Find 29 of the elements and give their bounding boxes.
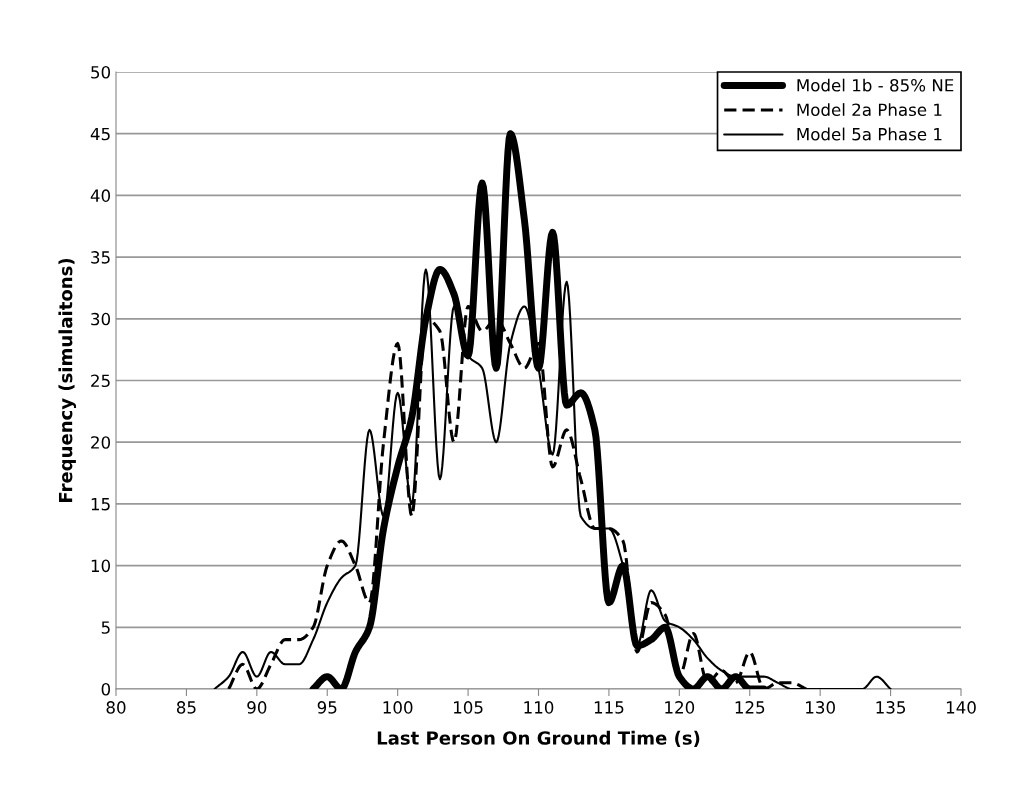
y-axis-title: Frequency (simulaitons) <box>58 258 77 502</box>
y-tick-label: 25 <box>91 374 110 388</box>
x-tick-label: 120 <box>665 701 695 714</box>
legend-label: Model 5a Phase 1 <box>797 127 942 141</box>
x-tick-label: 100 <box>383 701 413 714</box>
legend-label: Model 1b - 85% NE <box>797 78 954 92</box>
x-axis-title: Last Person On Ground Time (s) <box>377 730 700 747</box>
x-tick-label: 105 <box>454 701 483 714</box>
y-tick-label: 50 <box>91 65 111 79</box>
y-tick-label: 40 <box>90 189 111 202</box>
x-tick-label: 95 <box>317 701 337 714</box>
y-tick-label: 35 <box>91 251 110 264</box>
x-tick-label: 110 <box>524 701 554 714</box>
y-tick-label: 5 <box>101 621 110 634</box>
y-tick-label: 45 <box>90 127 110 141</box>
x-tick-label: 125 <box>735 701 765 714</box>
x-tick-label: 115 <box>594 701 624 714</box>
x-tick-label: 135 <box>876 701 906 714</box>
y-tick-label: 0 <box>101 682 111 696</box>
y-tick-label: 15 <box>91 498 110 511</box>
x-tick-label: 90 <box>247 701 267 714</box>
x-tick-label: 130 <box>806 701 835 714</box>
x-tick-label: 85 <box>176 701 196 714</box>
y-tick-label: 10 <box>91 559 111 573</box>
y-tick-label: 20 <box>91 436 111 449</box>
y-tick-label: 30 <box>91 312 111 326</box>
x-tick-label: 80 <box>106 701 126 714</box>
legend-label: Model 2a Phase 1 <box>797 103 942 117</box>
x-tick-label: 140 <box>946 701 976 714</box>
